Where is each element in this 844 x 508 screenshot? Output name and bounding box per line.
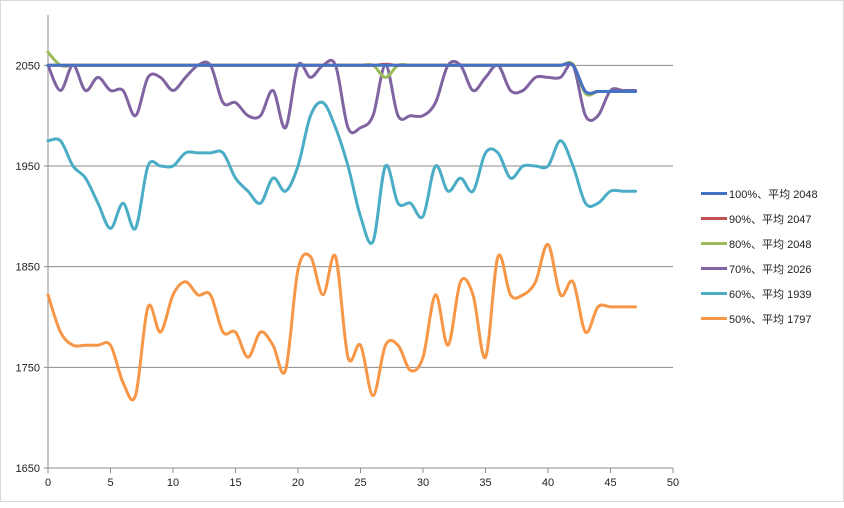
x-tick-label: 30 — [417, 477, 429, 489]
legend-item: 50%、平均 1797 — [701, 306, 818, 331]
legend-label: 60%、平均 1939 — [729, 288, 812, 301]
y-tick-label: 1650 — [16, 463, 40, 475]
x-axis-tick-labels: 0 5 10 15 20 25 30 35 40 45 50 — [45, 477, 679, 489]
x-tick-label: 35 — [479, 477, 491, 489]
legend-label: 50%、平均 1797 — [729, 313, 812, 326]
y-tick-label: 1950 — [16, 161, 40, 173]
series-line — [46, 58, 637, 135]
legend-swatch — [701, 242, 727, 245]
legend-item: 100%、平均 2048 — [701, 181, 818, 206]
legend-item: 90%、平均 2047 — [701, 206, 818, 231]
legend-label: 70%、平均 2026 — [729, 263, 812, 276]
legend-item: 80%、平均 2048 — [701, 231, 818, 256]
y-tick-label: 1850 — [16, 262, 40, 274]
legend-swatch — [701, 317, 727, 320]
y-tick-label: 1750 — [16, 362, 40, 374]
x-tick-label: 20 — [292, 477, 304, 489]
y-axis-tick-labels: 1650 1750 1850 1950 2050 — [16, 60, 40, 475]
legend-swatch — [701, 192, 727, 195]
series-line — [46, 61, 637, 95]
gridlines — [48, 64, 673, 469]
x-tick-label: 0 — [45, 477, 51, 489]
x-tick-label: 15 — [229, 477, 241, 489]
x-tick-label: 50 — [667, 477, 679, 489]
legend: 100%、平均 2048 90%、平均 2047 80%、平均 2048 70%、平均… — [701, 181, 818, 331]
legend-label: 80%、平均 2048 — [729, 238, 812, 251]
x-tick-label: 45 — [604, 477, 616, 489]
series-lines — [46, 50, 637, 402]
legend-swatch — [701, 292, 727, 295]
legend-label: 100%、平均 2048 — [729, 188, 818, 201]
x-tick-label: 5 — [107, 477, 113, 489]
series-line — [46, 100, 637, 245]
legend-item: 70%、平均 2026 — [701, 256, 818, 281]
legend-item: 60%、平均 1939 — [701, 281, 818, 306]
x-tick-label: 10 — [167, 477, 179, 489]
x-tick-label: 40 — [542, 477, 554, 489]
legend-label: 90%、平均 2047 — [729, 213, 812, 226]
legend-swatch — [701, 217, 727, 220]
axes — [44, 15, 674, 473]
legend-swatch — [701, 267, 727, 270]
y-tick-label: 2050 — [16, 60, 40, 72]
x-tick-label: 25 — [354, 477, 366, 489]
series-line — [46, 242, 637, 402]
